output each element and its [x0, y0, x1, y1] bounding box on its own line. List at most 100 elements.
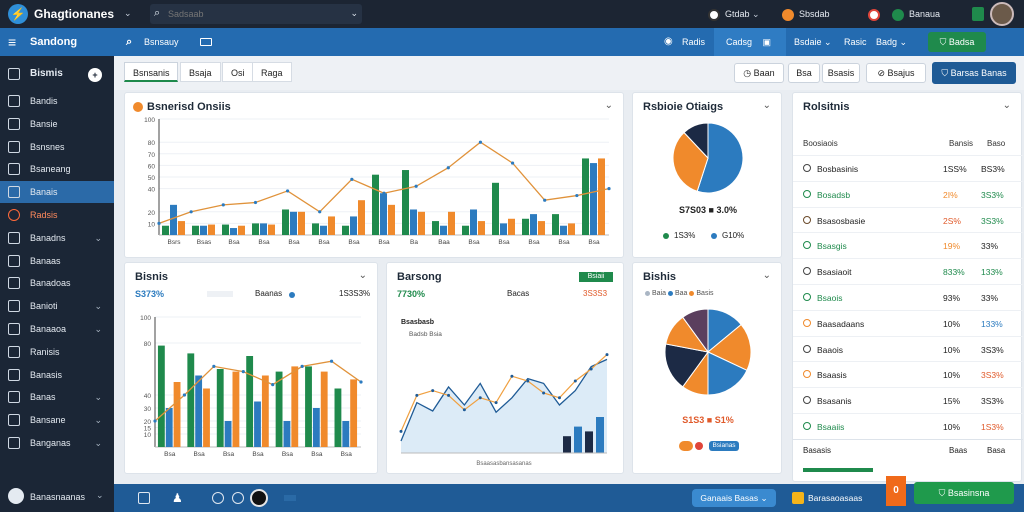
primary-nav-button[interactable]: ⛉ Badsa — [928, 32, 986, 52]
sidebar-item[interactable]: Radsis — [0, 204, 114, 226]
nav-item-cadsg[interactable]: Cadsg ▣ — [714, 28, 786, 56]
row-value-1: 19% — [943, 241, 961, 252]
y-tick-label: 10 — [144, 432, 152, 439]
card-menu-chevron-icon[interactable]: ⌄ — [762, 100, 771, 111]
bottom-avatar[interactable] — [250, 489, 268, 507]
table-row[interactable]: Bosbasinis 1SS% BS3% — [793, 155, 1023, 181]
area-chart-card: Barsong Bsiaii 7730% Bacas 3S3S3 Bsasbas… — [386, 262, 624, 474]
sidebar-item[interactable]: Banas ⌄ — [0, 386, 114, 408]
pie2-chip[interactable]: Bsianas — [709, 441, 739, 451]
sidebar-item[interactable]: Banganas ⌄ — [0, 432, 114, 454]
bottom-folder-icon — [792, 492, 804, 504]
search-box[interactable]: ⌕ ⌄ — [150, 4, 362, 24]
toolbar-button-2[interactable]: Bsa — [788, 63, 820, 83]
bottom-label[interactable]: Barasaoasaas — [808, 493, 863, 503]
table-row[interactable]: Bsaaiis 10% 1S3% — [793, 413, 1023, 439]
nav-search-icon[interactable]: ⌕ — [126, 36, 133, 48]
topbar-item-red-icon[interactable] — [868, 6, 885, 22]
bar — [305, 366, 312, 447]
tab-3[interactable]: Osi — [222, 62, 254, 82]
add-icon[interactable]: + — [88, 68, 102, 82]
bar — [462, 225, 469, 235]
table-row[interactable]: Bsasosbasie 2S% 3S3% — [793, 206, 1023, 233]
user-menu-chevron-icon[interactable]: ⌄ — [96, 490, 104, 500]
nav-item-rasic[interactable]: Rasic — [844, 37, 867, 47]
bottom-help-icon[interactable] — [232, 492, 244, 504]
sidebar-item[interactable]: Banasis — [0, 364, 114, 386]
sidebar-user-label[interactable]: Banasnaanas — [30, 492, 86, 502]
pie-chart-card-1: Rsbioie Otiaigs ⌄ S7S03 ■ 3.0% 1S3% G10% — [632, 92, 782, 258]
table-row[interactable]: Bosadsb 2I% 3S3% — [793, 180, 1023, 207]
toolbar-button-4[interactable]: ⊘ Bsajus — [866, 63, 926, 83]
topbar-item-label: Gtdab — [725, 9, 750, 19]
card-menu-chevron-icon[interactable]: ⌄ — [604, 100, 613, 111]
sidebar-item[interactable]: Bandis — [0, 90, 114, 112]
sidebar-item[interactable]: Banaaoa ⌄ — [0, 318, 114, 340]
sidebar-item[interactable]: Bansane ⌄ — [0, 409, 114, 431]
notification-icon[interactable] — [972, 7, 984, 21]
table-row[interactable]: Bsasanis 15% 3S3% — [793, 387, 1023, 413]
chevron-down-icon[interactable]: ⌄ — [94, 232, 102, 243]
table-row[interactable]: Bsasiaoit 833% 133% — [793, 258, 1023, 284]
sidebar-item[interactable]: Banais — [0, 181, 114, 204]
shield-icon: ⛉ — [938, 488, 948, 498]
chevron-down-icon[interactable]: ⌄ — [94, 301, 102, 312]
bottom-right-button[interactable]: ⛉ Bsasinsna — [914, 482, 1014, 504]
toolbar-primary-button[interactable]: ⛉ Barsas Banas — [932, 62, 1016, 84]
table-row[interactable]: Bsasgis 19% 33% — [793, 232, 1023, 258]
sidebar: Bismis + Bandis Bansie Bsnsnes Bsaneang Bana… — [0, 56, 114, 512]
sidebar-item[interactable]: Banaas — [0, 250, 114, 272]
nav-item-bsdaie[interactable]: Bsdaie ⌄ — [794, 37, 832, 47]
bar — [334, 388, 342, 447]
search-input[interactable] — [168, 7, 338, 21]
card-menu-chevron-icon[interactable]: ⌄ — [1002, 100, 1011, 111]
sidebar-item[interactable]: Bsnsnes — [0, 136, 114, 158]
topbar-item-gtdab[interactable]: Gtdab ⌄ — [708, 6, 760, 22]
hamburger-menu-icon[interactable]: ≡ — [8, 34, 17, 50]
chevron-down-icon[interactable]: ⌄ — [94, 438, 102, 448]
app-menu-chevron-icon[interactable]: ⌄ — [124, 8, 132, 18]
user-avatar[interactable] — [990, 2, 1014, 26]
toolbar-button-1[interactable]: ◷ Baan — [734, 63, 784, 83]
table-footer: Basasis Baas Basa — [793, 439, 1023, 472]
nav-radio-icon[interactable]: ◉ — [664, 36, 673, 47]
tab-2[interactable]: Bsaja — [180, 62, 221, 82]
toolbar-button-3[interactable]: Bsasis — [822, 63, 860, 83]
bottom-dropdown[interactable]: Ganaais Basas ⌄ — [692, 489, 776, 507]
sidebar-item[interactable]: Banadoas — [0, 272, 114, 294]
topbar-item-banaua[interactable]: Banaua — [892, 6, 940, 22]
sidebar-item[interactable]: Banadns ⌄ — [0, 227, 114, 249]
sidebar-item[interactable]: Bansie — [0, 113, 114, 135]
chevron-down-icon[interactable]: ⌄ — [94, 415, 102, 426]
bottom-layout-icon[interactable] — [138, 492, 150, 504]
sidebar-item[interactable]: Ranisis — [0, 341, 114, 363]
tab-4[interactable]: Raga — [252, 62, 292, 82]
notification-count-badge[interactable]: 0 — [886, 476, 906, 506]
table-row[interactable]: Baasadaans 10% 133% — [793, 309, 1023, 336]
trend-point — [189, 210, 193, 214]
sidebar-item[interactable]: Bsaneang — [0, 158, 114, 180]
search-dropdown-chevron-icon[interactable]: ⌄ — [350, 8, 358, 18]
calendar-icon[interactable] — [200, 38, 212, 46]
card-menu-chevron-icon[interactable]: ⌄ — [358, 270, 367, 281]
stat-left: 7730% — [397, 289, 426, 299]
user-avatar-small[interactable] — [8, 488, 24, 504]
table-row[interactable]: Bsaois 93% 33% — [793, 284, 1023, 310]
nav-item-badg[interactable]: Badg ⌄ — [876, 37, 908, 47]
secondary-point — [573, 379, 577, 383]
table-row[interactable]: Baaois 10% 3S3% — [793, 335, 1023, 362]
tab-overview[interactable]: Bsnsanis — [124, 62, 178, 82]
nav-item-radis[interactable]: Radis — [682, 37, 706, 47]
secondary-point — [431, 389, 435, 393]
bottom-users-icon[interactable]: ♟ — [172, 491, 183, 505]
table-row[interactable]: Bsaasis 10% 3S3% — [793, 361, 1023, 387]
topbar-item-sbsdab[interactable]: Sbsdab — [782, 6, 830, 22]
row-status-icon — [803, 164, 811, 172]
chevron-down-icon[interactable]: ⌄ — [94, 324, 102, 334]
card-title: Barsong — [397, 271, 442, 283]
nav-search-label[interactable]: Bsnsauy — [144, 37, 179, 47]
bottom-settings-icon[interactable] — [212, 492, 224, 504]
sidebar-item[interactable]: Banioti ⌄ — [0, 295, 114, 317]
chevron-down-icon[interactable]: ⌄ — [94, 392, 102, 403]
card-menu-chevron-icon[interactable]: ⌄ — [762, 270, 771, 281]
